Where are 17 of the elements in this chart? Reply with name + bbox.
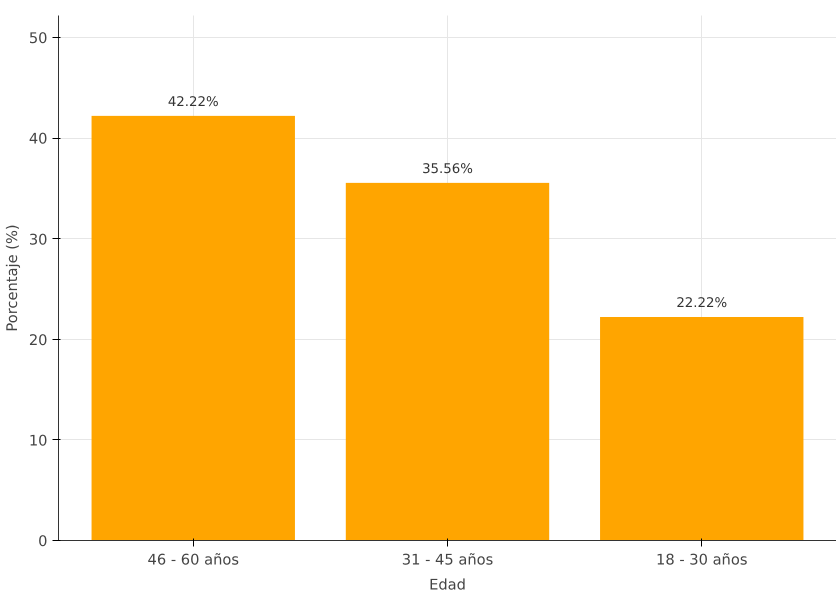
y-tick-label: 20	[28, 332, 48, 349]
y-tick-label: 40	[28, 130, 48, 148]
x-tick-label: 18 - 30 años	[656, 552, 748, 568]
y-tick-label: 30	[28, 231, 48, 248]
y-tick-label: 50	[28, 30, 48, 48]
y-tick-label: 0	[38, 533, 48, 550]
x-tick-label: 31 - 45 años	[402, 552, 494, 568]
x-tick-label: 46 - 60 años	[148, 552, 239, 568]
data-label: 35.56%	[422, 162, 473, 177]
x-axis-title: Edad	[429, 576, 466, 594]
data-label: 42.22%	[168, 94, 219, 110]
y-axis-title: Porcentaje (%)	[4, 224, 21, 332]
bar	[92, 116, 295, 540]
y-tick-label: 10	[28, 432, 48, 450]
data-label: 22.22%	[676, 296, 728, 312]
bar	[346, 182, 550, 540]
bar	[600, 317, 804, 540]
